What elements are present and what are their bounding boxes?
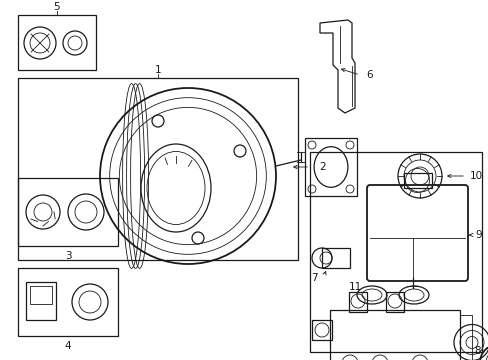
- Text: 8: 8: [474, 346, 480, 356]
- Bar: [18, 78, 297, 260]
- Text: 5: 5: [54, 2, 60, 12]
- Bar: [403, 173, 430, 188]
- Bar: [311, 320, 331, 340]
- Text: 2: 2: [319, 162, 325, 172]
- Text: 9: 9: [475, 230, 481, 240]
- Bar: [30, 286, 52, 304]
- Bar: [18, 15, 96, 70]
- Bar: [18, 178, 118, 246]
- Text: 1: 1: [154, 65, 161, 75]
- Text: 7: 7: [310, 273, 317, 283]
- Bar: [305, 138, 356, 196]
- Bar: [321, 248, 349, 268]
- Bar: [459, 315, 471, 360]
- Bar: [309, 152, 481, 352]
- Bar: [18, 268, 118, 336]
- Bar: [348, 292, 366, 312]
- Bar: [385, 292, 403, 312]
- Text: 4: 4: [64, 341, 71, 351]
- Text: 10: 10: [468, 171, 482, 181]
- Text: 11: 11: [347, 282, 361, 292]
- Text: 6: 6: [366, 70, 372, 80]
- Bar: [329, 310, 459, 360]
- Text: 3: 3: [64, 251, 71, 261]
- Bar: [26, 282, 56, 320]
